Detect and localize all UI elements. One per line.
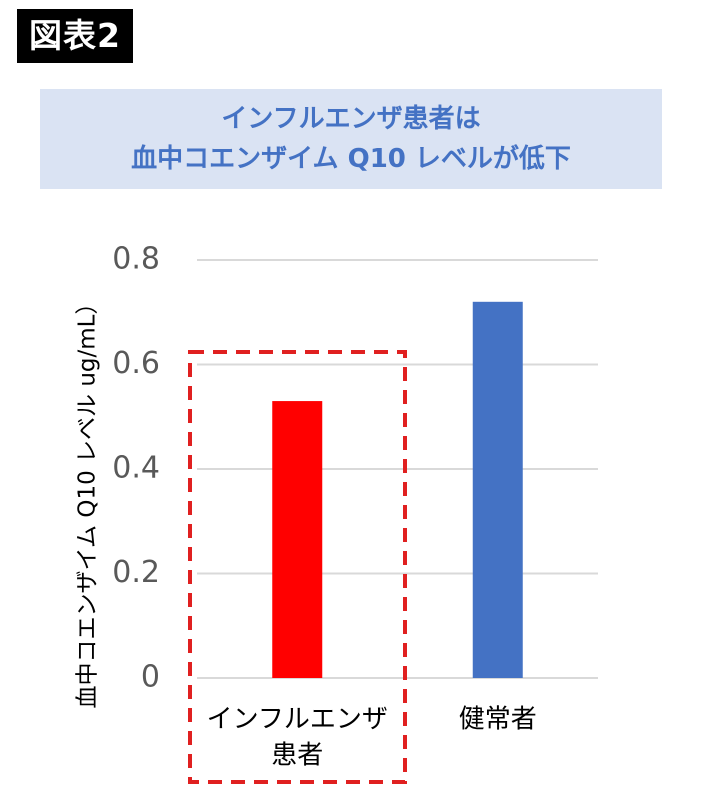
bar <box>272 401 323 678</box>
category-label: 患者 <box>271 741 323 771</box>
chart-title-line-2: 血中コエンザイム Q10 レベルが低下 <box>131 144 571 174</box>
bar <box>472 301 523 678</box>
figure-label: 図表2 <box>17 9 133 63</box>
y-tick-labels: 0 0.2 0.4 0.6 0.8 <box>112 242 160 695</box>
y-axis-label: 血中コエンザイム Q10 レベル ug/mL） <box>75 292 101 709</box>
chart-title-line-1: インフルエンザ患者は <box>221 104 481 134</box>
category-labels: インフルエンザ患者 健常者 <box>207 705 537 771</box>
y-tick-label: 0.4 <box>112 451 160 486</box>
y-tick-label: 0 <box>141 660 160 695</box>
gridlines <box>197 259 598 679</box>
y-tick-label: 0.2 <box>112 555 160 590</box>
chart-title: インフルエンザ患者は 血中コエンザイム Q10 レベルが低下 <box>40 89 662 189</box>
y-tick-label: 0.8 <box>112 242 160 277</box>
bars <box>272 301 523 678</box>
y-tick-label: 0.6 <box>112 346 160 381</box>
category-label: インフルエンザ <box>207 705 388 735</box>
category-label: 健常者 <box>459 705 537 735</box>
